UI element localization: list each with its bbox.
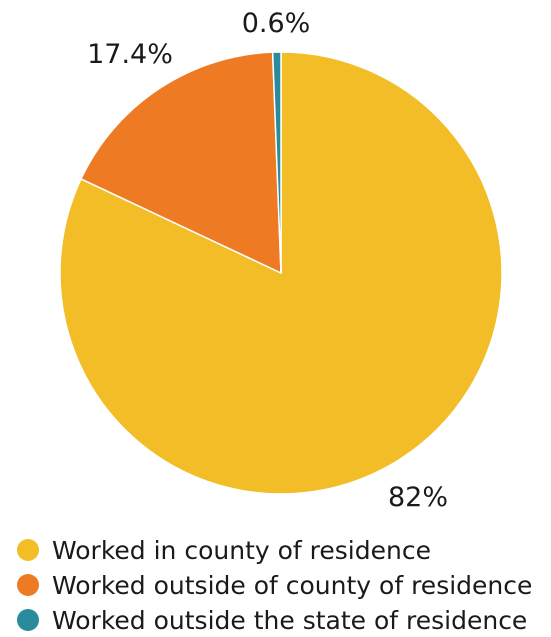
legend-marker-1 [17, 539, 39, 561]
slice-outside-county [80, 51, 282, 274]
legend-marker-2 [17, 574, 39, 596]
legend-label-3: Worked outside the state of residence [52, 606, 527, 635]
legend-label-2: Worked outside of county of residence [52, 571, 532, 600]
legend-label-1: Worked in county of residence [52, 536, 431, 565]
slice-labels: 82% 17.4% 0.6% [87, 8, 448, 513]
legend: Worked in county of residence Worked outs… [17, 536, 532, 635]
label-outside-county: 17.4% [87, 39, 173, 70]
pie-slices [59, 51, 503, 495]
label-outside-state: 0.6% [242, 8, 311, 39]
legend-marker-3 [17, 609, 39, 631]
slice-in-county [59, 51, 503, 495]
slice-outside-state [271, 51, 282, 274]
label-in-county: 82% [388, 482, 448, 513]
